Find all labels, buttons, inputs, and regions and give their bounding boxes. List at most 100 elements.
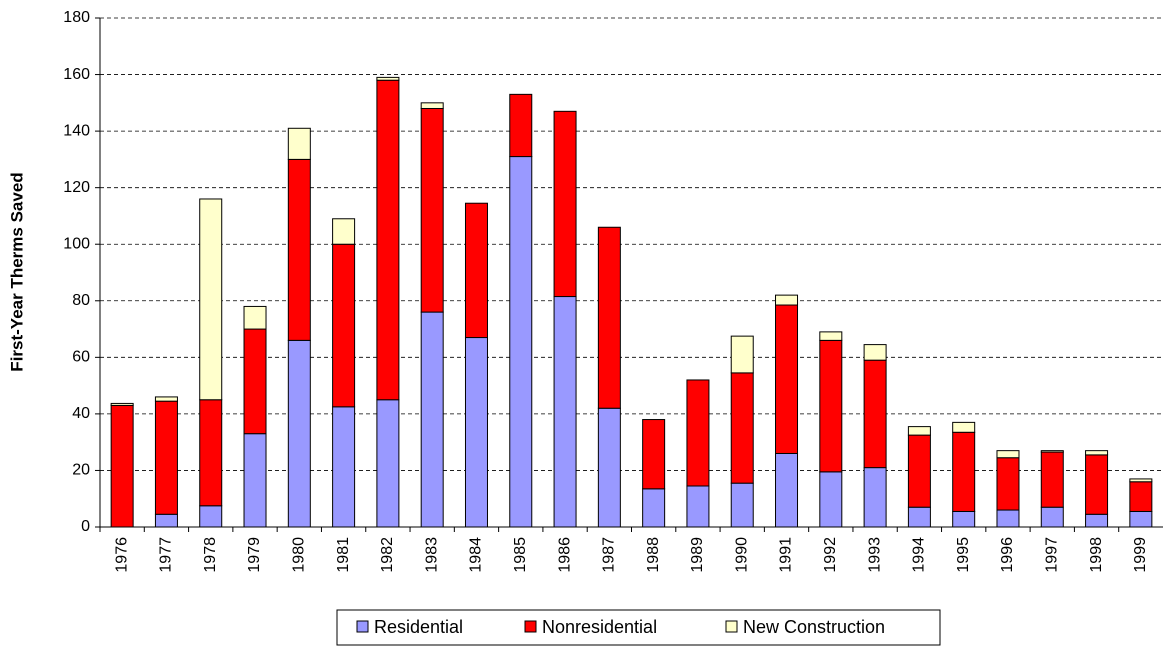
bar-segment bbox=[996, 450, 1020, 459]
bar-segment bbox=[420, 311, 444, 528]
bar-segment bbox=[553, 296, 577, 528]
bar-segment bbox=[199, 399, 223, 507]
x-tick-label: 1979 bbox=[246, 537, 263, 573]
bar-segment bbox=[952, 431, 976, 512]
x-tick-label: 1997 bbox=[1043, 537, 1060, 573]
x-tick-label: 1992 bbox=[822, 537, 839, 573]
x-tick-label: 1987 bbox=[601, 537, 618, 573]
bar-segment bbox=[1040, 451, 1064, 508]
bar-segment bbox=[110, 404, 134, 528]
y-tick-label: 20 bbox=[72, 462, 90, 479]
bar-segment bbox=[1129, 510, 1153, 528]
x-tick-label: 1984 bbox=[468, 537, 485, 573]
x-tick-label: 1993 bbox=[866, 537, 883, 573]
bar-segment bbox=[243, 328, 267, 435]
y-tick-label: 100 bbox=[63, 235, 90, 252]
bar-segment bbox=[819, 471, 843, 528]
bar-segment bbox=[1129, 481, 1153, 512]
bar-segment bbox=[730, 372, 754, 484]
bar-segment bbox=[420, 107, 444, 313]
bar-segment bbox=[154, 513, 178, 528]
bar-segment bbox=[243, 433, 267, 528]
x-tick-label: 1976 bbox=[113, 537, 130, 573]
legend-swatch bbox=[524, 620, 537, 633]
bar-segment bbox=[1129, 478, 1153, 483]
y-tick-label: 0 bbox=[81, 518, 90, 535]
bar-segment bbox=[376, 79, 400, 401]
x-tick-label: 1980 bbox=[291, 537, 308, 573]
bar-segment bbox=[376, 399, 400, 528]
bar-segment bbox=[730, 335, 754, 374]
bar-segment bbox=[553, 110, 577, 298]
bar-segment bbox=[730, 482, 754, 528]
x-tick-label: 1994 bbox=[911, 537, 928, 573]
y-tick-label: 160 bbox=[63, 66, 90, 83]
x-tick-label: 1989 bbox=[689, 537, 706, 573]
y-axis-label: First-Year Therms Saved bbox=[7, 172, 26, 371]
y-tick-label: 180 bbox=[63, 9, 90, 26]
x-tick-label: 1982 bbox=[379, 537, 396, 573]
bar-segment bbox=[1040, 450, 1064, 453]
x-tick-label: 1983 bbox=[423, 537, 440, 573]
bar-segment bbox=[775, 304, 799, 454]
x-tick-label: 1977 bbox=[158, 537, 175, 573]
y-tick-label: 60 bbox=[72, 349, 90, 366]
bar-segment bbox=[952, 421, 976, 433]
y-tick-label: 120 bbox=[63, 179, 90, 196]
x-tick-label: 1998 bbox=[1088, 537, 1105, 573]
x-tick-label: 1988 bbox=[645, 537, 662, 573]
bar-segment bbox=[287, 127, 311, 160]
bar-segment bbox=[154, 396, 178, 402]
x-tick-label: 1996 bbox=[999, 537, 1016, 573]
legend-box bbox=[336, 609, 941, 646]
bar-segment bbox=[819, 331, 843, 341]
bar-segment bbox=[863, 467, 887, 528]
legend-label: Residential bbox=[374, 617, 463, 637]
x-tick-label: 1981 bbox=[335, 537, 352, 573]
bar-segment bbox=[819, 339, 843, 473]
bar-segment bbox=[199, 198, 223, 401]
bar-segment bbox=[199, 505, 223, 528]
bar-segment bbox=[464, 337, 488, 528]
x-tick-label: 1995 bbox=[955, 537, 972, 573]
bar-segment bbox=[376, 76, 400, 81]
bar-segment bbox=[1040, 506, 1064, 528]
bar-segment bbox=[907, 426, 931, 436]
bar-segment bbox=[509, 93, 533, 158]
x-tick-label: 1986 bbox=[556, 537, 573, 573]
bar-segment bbox=[863, 344, 887, 361]
bar-segment bbox=[154, 400, 178, 515]
legend-label: New Construction bbox=[743, 617, 885, 637]
bar-segment bbox=[686, 379, 710, 487]
bar-segment bbox=[642, 488, 666, 528]
bar-segment bbox=[464, 202, 488, 339]
bar-segment bbox=[775, 294, 799, 306]
bar-segment bbox=[287, 339, 311, 528]
bar-segment bbox=[907, 506, 931, 528]
y-tick-label: 40 bbox=[72, 405, 90, 422]
bar-segment bbox=[863, 359, 887, 469]
bar-segment bbox=[332, 218, 356, 245]
bar-segment bbox=[1085, 454, 1109, 515]
bar-segment bbox=[686, 485, 710, 528]
legend-swatch bbox=[725, 620, 738, 633]
bar-segment bbox=[996, 509, 1020, 528]
legend-swatch bbox=[356, 620, 369, 633]
bar-segment bbox=[243, 305, 267, 330]
bar-segment bbox=[996, 457, 1020, 511]
bar-segment bbox=[287, 158, 311, 341]
x-tick-label: 1999 bbox=[1132, 537, 1149, 573]
legend-label: Nonresidential bbox=[542, 617, 657, 637]
bar-segment bbox=[1085, 513, 1109, 528]
y-tick-label: 140 bbox=[63, 122, 90, 139]
bar-segment bbox=[509, 156, 533, 528]
bar-segment bbox=[642, 419, 666, 490]
x-tick-label: 1985 bbox=[512, 537, 529, 573]
y-tick-label: 80 bbox=[72, 292, 90, 309]
x-tick-label: 1978 bbox=[202, 537, 219, 573]
bar-segment bbox=[332, 406, 356, 528]
bar-segment bbox=[597, 226, 621, 409]
x-tick-label: 1990 bbox=[733, 537, 750, 573]
bar-segment bbox=[907, 434, 931, 508]
